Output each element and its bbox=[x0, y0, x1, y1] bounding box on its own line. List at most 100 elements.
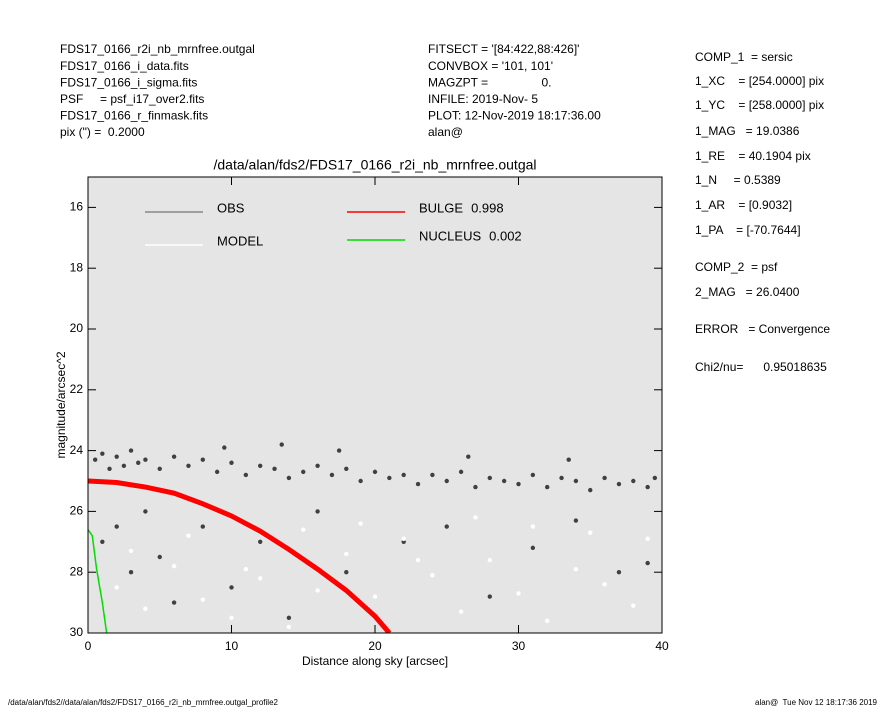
data-point bbox=[573, 518, 579, 523]
fit-parameter: 1_PA = [-70.7644] bbox=[695, 223, 801, 237]
header-middle-line: FITSECT = '[84:422,88:426]' bbox=[428, 42, 579, 56]
data-point bbox=[530, 472, 536, 478]
legend-fraction: 0.998 bbox=[471, 200, 504, 215]
data-point bbox=[315, 588, 320, 593]
data-point bbox=[645, 560, 650, 566]
data-point bbox=[559, 475, 564, 481]
legend-label: BULGE bbox=[419, 200, 463, 215]
x-tick-label: 0 bbox=[85, 639, 92, 653]
y-tick-label: 18 bbox=[70, 260, 84, 274]
data-point bbox=[286, 624, 292, 630]
data-point bbox=[286, 615, 292, 620]
data-point bbox=[602, 475, 607, 481]
data-point bbox=[645, 536, 650, 541]
data-point bbox=[136, 460, 141, 465]
data-point bbox=[315, 509, 320, 514]
data-point bbox=[100, 539, 105, 544]
data-point bbox=[143, 606, 148, 611]
footer-right: alan@ Tue Nov 12 18:17:36 2019 bbox=[755, 698, 878, 707]
data-point bbox=[128, 570, 134, 575]
fit-parameter: COMP_1 = sersic bbox=[695, 50, 793, 64]
fit-parameter: Chi2/nu= 0.95018635 bbox=[695, 360, 827, 374]
data-point bbox=[501, 478, 507, 484]
data-point bbox=[171, 454, 177, 459]
data-point bbox=[573, 478, 579, 484]
fit-parameter: 1_RE = 40.1904 pix bbox=[695, 149, 811, 163]
y-tick-label: 30 bbox=[70, 625, 84, 639]
data-point bbox=[114, 524, 119, 529]
header-middle-line: INFILE: 2019-Nov- 5 bbox=[428, 92, 538, 106]
data-point bbox=[573, 566, 579, 572]
data-point bbox=[631, 603, 636, 608]
y-tick-label: 22 bbox=[70, 382, 84, 396]
fit-parameter: 1_N = 0.5389 bbox=[695, 173, 781, 187]
data-point bbox=[301, 527, 306, 532]
data-point bbox=[430, 573, 435, 578]
footer-left: /data/alan/fds2//data/alan/fds2/FDS17_01… bbox=[8, 698, 279, 707]
data-point bbox=[602, 582, 607, 587]
data-point bbox=[279, 442, 284, 447]
fit-parameter: 1_YC = [258.0000] pix bbox=[695, 98, 824, 112]
data-point bbox=[128, 548, 134, 554]
data-point bbox=[466, 454, 471, 459]
data-point bbox=[616, 481, 622, 487]
data-point bbox=[545, 484, 550, 490]
model-curve bbox=[88, 478, 392, 633]
data-point bbox=[458, 469, 464, 475]
legend-label: MODEL bbox=[217, 233, 263, 248]
y-tick-label: 26 bbox=[70, 504, 84, 518]
data-point bbox=[415, 481, 421, 487]
y-axis-label: magnitude/arcsec^2 bbox=[54, 351, 68, 458]
data-point bbox=[430, 472, 435, 478]
header-left-line: PSF = psf_i17_over2.fits bbox=[60, 92, 204, 106]
data-point bbox=[545, 618, 550, 624]
header-middle-line: alan@ bbox=[428, 125, 463, 139]
data-point bbox=[186, 463, 191, 468]
data-point bbox=[171, 600, 177, 605]
data-point bbox=[487, 594, 492, 599]
data-point bbox=[92, 457, 98, 462]
data-point bbox=[387, 475, 392, 481]
data-point bbox=[286, 475, 292, 481]
data-point bbox=[121, 463, 127, 468]
fit-parameter: ERROR = Convergence bbox=[695, 322, 830, 336]
data-point bbox=[229, 615, 234, 620]
header-left-line: FDS17_0166_i_data.fits bbox=[60, 59, 189, 73]
data-point bbox=[566, 457, 571, 462]
x-tick-label: 20 bbox=[368, 639, 382, 653]
data-point bbox=[214, 469, 220, 475]
data-point bbox=[631, 478, 636, 484]
data-point bbox=[315, 463, 320, 468]
data-point bbox=[229, 585, 234, 590]
y-tick-label: 24 bbox=[70, 443, 84, 457]
data-point bbox=[200, 457, 205, 462]
fit-parameter: 2_MAG = 26.0400 bbox=[695, 285, 800, 299]
x-tick-label: 10 bbox=[225, 639, 239, 653]
data-point bbox=[258, 539, 263, 544]
legend-label: OBS bbox=[217, 200, 245, 215]
data-point bbox=[258, 576, 263, 581]
data-point bbox=[336, 448, 342, 453]
chart-title: /data/alan/fds2/FDS17_0166_r2i_nb_mrnfre… bbox=[214, 157, 537, 173]
x-tick-label: 30 bbox=[512, 639, 526, 653]
header-left-line: FDS17_0166_r_finmask.fits bbox=[60, 109, 208, 123]
header-left-line: FDS17_0166_i_sigma.fits bbox=[60, 75, 197, 89]
data-point bbox=[200, 597, 205, 602]
data-point bbox=[401, 539, 406, 544]
header-left-line: FDS17_0166_r2i_nb_mrnfree.outgal bbox=[60, 42, 255, 56]
legend-fraction: 0.002 bbox=[489, 228, 522, 243]
header-middle-line: MAGZPT = 0. bbox=[428, 75, 551, 89]
legend-label: NUCLEUS bbox=[419, 228, 481, 243]
fit-parameter: 1_XC = [254.0000] pix bbox=[695, 74, 824, 88]
y-tick-label: 16 bbox=[70, 200, 84, 214]
header-left-line: pix (") = 0.2000 bbox=[60, 125, 145, 139]
header-middle-line: PLOT: 12-Nov-2019 18:17:36.00 bbox=[428, 109, 601, 123]
data-point bbox=[588, 530, 593, 535]
data-point bbox=[114, 585, 119, 590]
plot-background bbox=[88, 177, 662, 633]
data-point bbox=[329, 472, 335, 478]
x-tick-label: 40 bbox=[655, 639, 669, 653]
data-point bbox=[243, 472, 249, 478]
model-curve bbox=[88, 529, 108, 633]
